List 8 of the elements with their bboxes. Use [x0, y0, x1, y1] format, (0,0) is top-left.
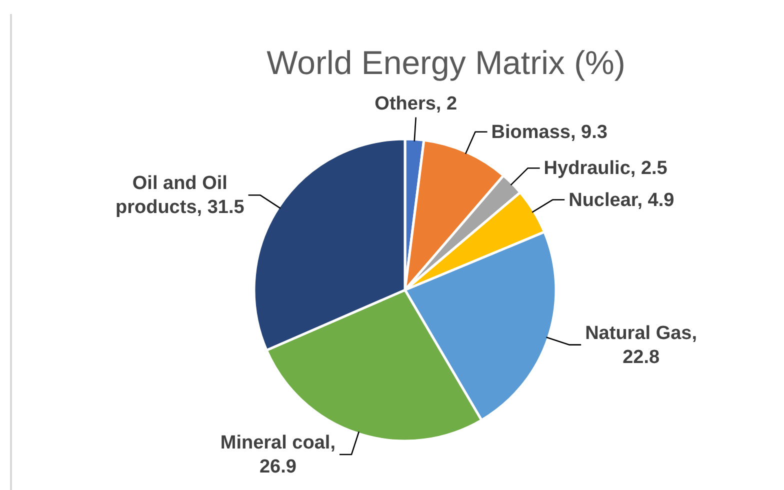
chart-title: World Energy Matrix (%) [266, 44, 626, 81]
slice-label: Oil and Oil products, 31.5 [115, 173, 245, 218]
slice-label: Hydraulic, 2.5 [544, 158, 668, 180]
slice-label: Biomass, 9.3 [491, 122, 608, 143]
slice-label: Mineral coal, 26.9 [220, 432, 336, 478]
slice-label: Nuclear, 4.9 [568, 190, 674, 211]
slice-label: Others, 2 [374, 93, 458, 114]
slice-label: Natural Gas, 22.8 [585, 322, 698, 368]
